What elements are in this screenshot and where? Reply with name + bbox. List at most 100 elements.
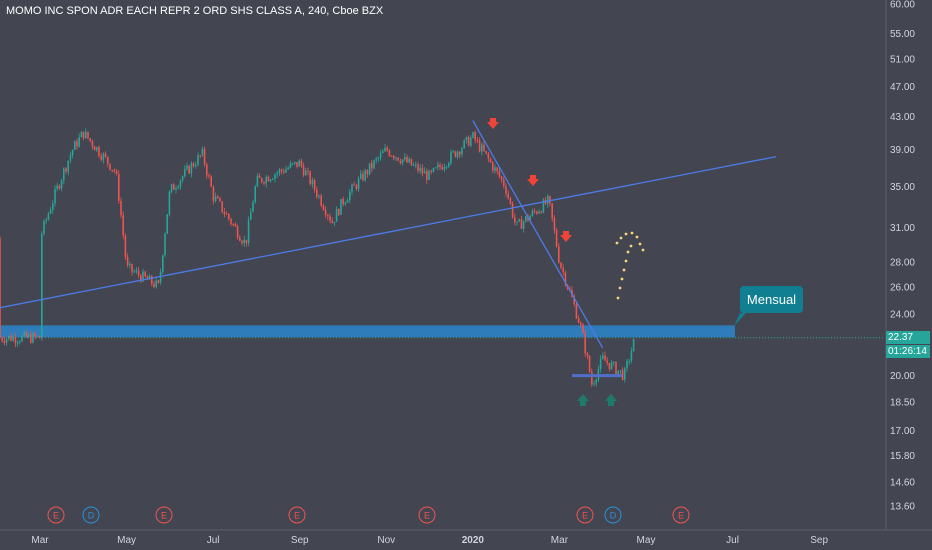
candle xyxy=(588,356,591,372)
candle xyxy=(41,233,43,339)
candle xyxy=(280,169,283,172)
candle xyxy=(410,158,413,166)
down-arrow-marker xyxy=(527,175,539,186)
down-arrow-marker xyxy=(560,231,572,242)
candle xyxy=(19,341,21,343)
candle xyxy=(437,164,439,168)
candle xyxy=(379,153,382,158)
candle xyxy=(146,276,149,280)
candle xyxy=(21,335,23,342)
chart-title: MOMO INC SPON ADR EACH REPR 2 ORD SHS CL… xyxy=(6,5,384,17)
horizontal-zone[interactable] xyxy=(0,325,735,338)
candle xyxy=(355,185,358,189)
candle xyxy=(203,148,206,165)
candle xyxy=(135,270,138,272)
candle xyxy=(412,164,415,166)
earnings-event-marker[interactable] xyxy=(155,506,173,524)
x-tick-label: Nov xyxy=(377,535,395,546)
countdown-tag: 01:26:14 xyxy=(886,345,930,358)
candle xyxy=(320,195,322,206)
candle xyxy=(300,160,303,166)
candle xyxy=(120,200,122,216)
candle xyxy=(102,153,105,160)
candle xyxy=(54,189,56,204)
candle xyxy=(272,178,274,180)
candle xyxy=(346,200,349,203)
candle xyxy=(560,262,562,268)
candle xyxy=(551,203,553,219)
projection-dot xyxy=(624,259,628,263)
falling-resistance-line[interactable] xyxy=(472,120,604,349)
rising-support-line[interactable] xyxy=(0,156,776,317)
x-tick-label: Jul xyxy=(207,535,220,546)
candle xyxy=(298,160,300,167)
candle xyxy=(78,137,80,147)
candle xyxy=(287,167,289,170)
candle xyxy=(408,158,410,163)
candle xyxy=(456,151,459,157)
candle xyxy=(210,176,212,187)
candle xyxy=(228,213,230,219)
candle xyxy=(85,131,87,139)
projection-dot xyxy=(618,286,622,290)
candle xyxy=(617,370,619,375)
candle xyxy=(247,219,250,244)
earnings-event-marker[interactable] xyxy=(672,506,690,524)
x-tick-label: Jul xyxy=(726,535,739,546)
earnings-event-marker[interactable] xyxy=(288,506,306,524)
last-price-tag: 22.37 xyxy=(886,331,930,344)
candle xyxy=(263,182,265,184)
y-tick-label: 55.00 xyxy=(890,29,915,40)
candle xyxy=(478,140,481,152)
candle xyxy=(511,203,514,218)
candle xyxy=(608,362,611,370)
candle xyxy=(1,337,3,341)
candle xyxy=(126,257,129,266)
earnings-event-marker[interactable] xyxy=(576,506,594,524)
candle xyxy=(448,163,450,167)
candle xyxy=(474,132,476,141)
candle xyxy=(232,223,234,225)
candle xyxy=(47,213,50,220)
candle xyxy=(241,240,243,244)
y-tick-label: 28.00 xyxy=(890,257,915,268)
candle xyxy=(500,176,503,180)
candle xyxy=(593,383,595,385)
candle xyxy=(533,210,536,212)
y-tick-label: 35.00 xyxy=(890,182,915,193)
candle xyxy=(69,155,72,161)
candle xyxy=(439,164,441,168)
candle xyxy=(30,334,32,343)
annotation-callout[interactable]: Mensual xyxy=(740,286,803,313)
earnings-event-label: E xyxy=(294,511,300,521)
candle xyxy=(338,208,340,215)
candle xyxy=(542,199,545,213)
candle xyxy=(558,246,560,263)
candle xyxy=(87,131,89,139)
candle xyxy=(520,219,523,229)
candle xyxy=(514,217,516,223)
candle xyxy=(291,163,294,165)
dividend-event-marker[interactable] xyxy=(82,506,100,524)
candle xyxy=(340,199,342,215)
candle xyxy=(186,165,188,170)
candle xyxy=(388,150,391,156)
dividend-event-marker[interactable] xyxy=(604,506,622,524)
candle xyxy=(386,147,388,151)
candle xyxy=(25,331,28,338)
candle xyxy=(591,371,593,385)
candle xyxy=(503,179,505,187)
projection-dot xyxy=(615,241,619,245)
candle xyxy=(14,336,17,344)
earnings-event-label: E xyxy=(53,511,59,521)
candle xyxy=(250,211,252,220)
candle xyxy=(276,172,278,175)
candle xyxy=(357,178,360,189)
earnings-event-marker[interactable] xyxy=(47,506,65,524)
candle xyxy=(190,163,193,174)
candle xyxy=(461,148,463,155)
earnings-event-marker[interactable] xyxy=(418,506,436,524)
projection-dot xyxy=(635,235,639,239)
candle xyxy=(494,167,496,171)
